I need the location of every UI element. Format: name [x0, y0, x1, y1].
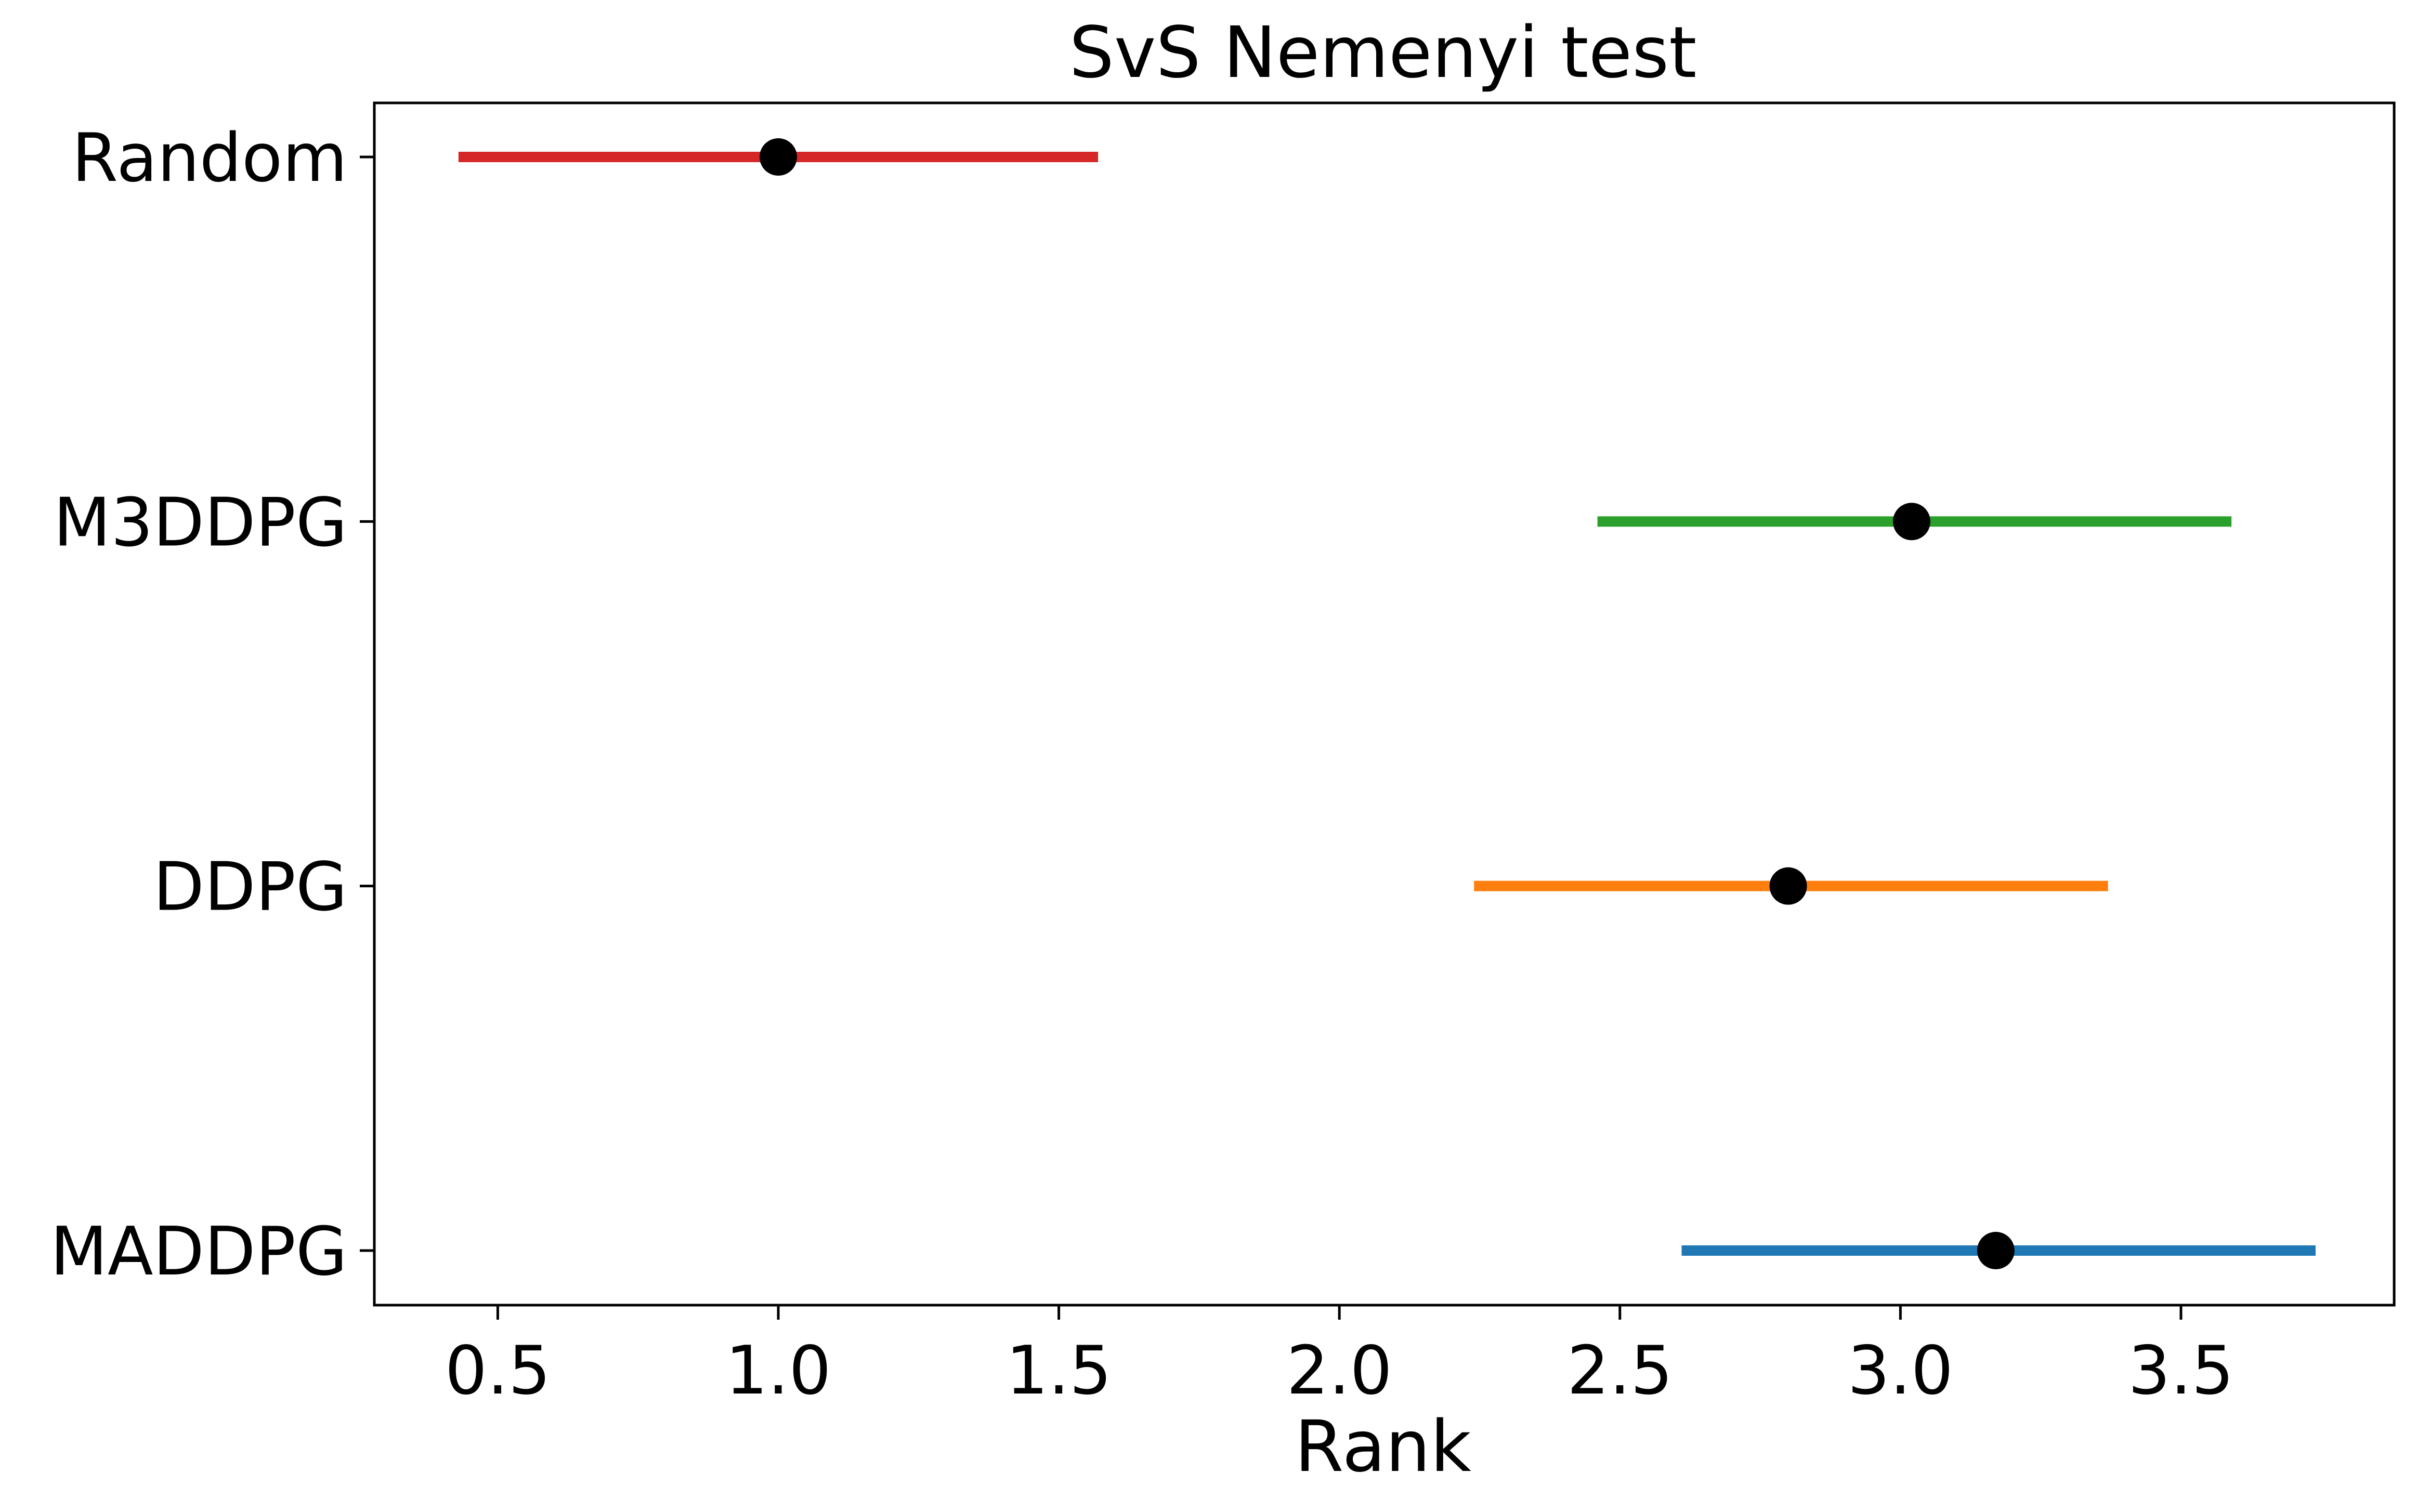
y-tick-label: DDPG: [153, 849, 348, 926]
x-axis: 0.5 1.0 1.5 2.0 2.5 3.0 3.5: [445, 1305, 2234, 1410]
y-axis: Random M3DDPG DDPG MADDPG: [50, 120, 374, 1291]
rank-marker-maddpg: [1977, 1232, 2015, 1269]
x-tick-label: 2.0: [1286, 1332, 1392, 1410]
rank-marker-random: [760, 138, 797, 176]
rank-marker-m3ddpg: [1892, 503, 1930, 541]
x-tick-label: 3.0: [1848, 1332, 1954, 1410]
y-tick-label: Random: [72, 120, 347, 197]
y-tick-label: MADDPG: [50, 1213, 348, 1291]
plot-frame: [373, 101, 2396, 1307]
x-axis-label: Rank: [1295, 1406, 1471, 1488]
x-tick-label: 2.5: [1567, 1332, 1673, 1410]
y-tick-label: M3DDPG: [54, 484, 347, 561]
chart-title: SvS Nemenyi test: [1069, 12, 1697, 94]
plot-area: [458, 138, 2316, 1269]
x-tick-label: 0.5: [445, 1332, 551, 1410]
rank-marker-ddpg: [1769, 867, 1807, 905]
x-tick-label: 3.5: [2128, 1332, 2234, 1410]
x-tick-label: 1.5: [1006, 1332, 1112, 1410]
x-tick-label: 1.0: [725, 1332, 831, 1410]
